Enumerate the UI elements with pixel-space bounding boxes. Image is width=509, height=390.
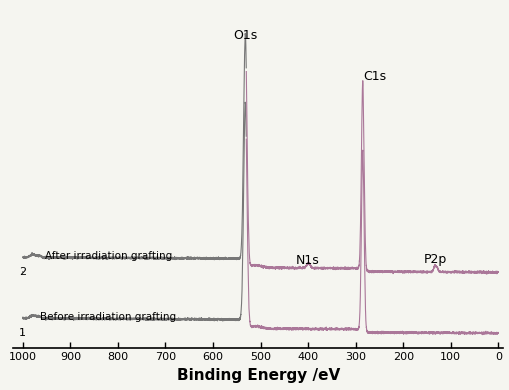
Text: N1s: N1s bbox=[296, 254, 319, 267]
Text: 2: 2 bbox=[19, 267, 26, 277]
Text: O1s: O1s bbox=[233, 28, 257, 41]
X-axis label: Binding Energy /eV: Binding Energy /eV bbox=[176, 368, 339, 383]
Text: After irradiation grafting: After irradiation grafting bbox=[45, 251, 172, 261]
Text: 1: 1 bbox=[19, 328, 26, 338]
Text: P2p: P2p bbox=[422, 253, 446, 266]
Text: C1s: C1s bbox=[362, 70, 385, 83]
Text: Before irradiation grafting: Before irradiation grafting bbox=[40, 312, 176, 322]
